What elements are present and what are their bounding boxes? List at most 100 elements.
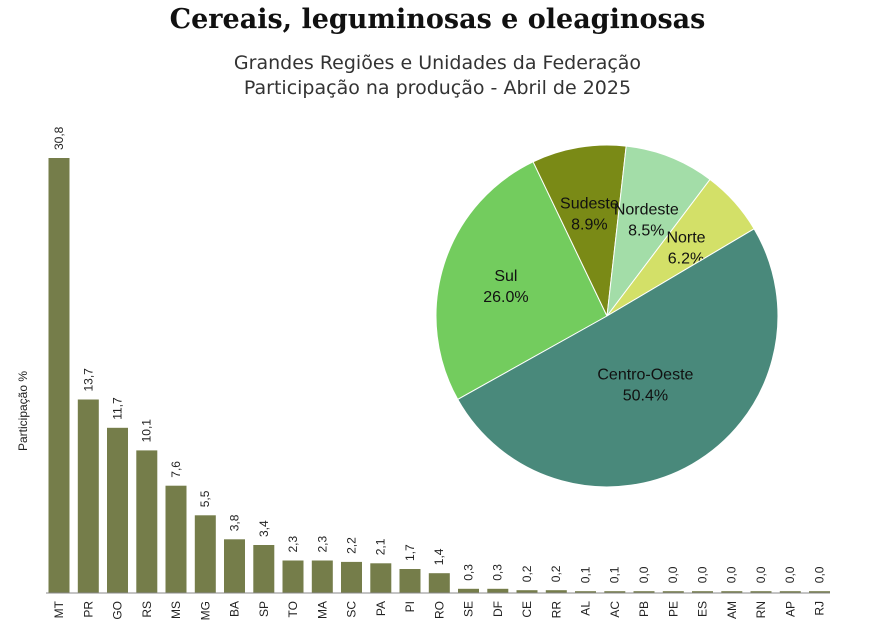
pie-label-percent: 50.4% xyxy=(623,388,668,405)
x-tick-label: PA xyxy=(374,601,388,616)
bar-value-label: 13,7 xyxy=(81,368,95,392)
bar-pb xyxy=(633,591,655,593)
x-tick-label: BA xyxy=(228,601,242,617)
x-tick-label: GO xyxy=(111,601,125,620)
bar-value-label: 0,2 xyxy=(520,565,534,582)
x-tick-label: PB xyxy=(637,601,651,617)
x-tick-label: AC xyxy=(608,601,622,618)
x-tick-label: MS xyxy=(169,601,183,619)
bar-value-label: 5,5 xyxy=(198,490,212,507)
bar-ce xyxy=(516,590,538,593)
chart-subtitle-line1: Grandes Regiões e Unidades da Federação xyxy=(233,52,642,74)
pie-label-percent: 8.5% xyxy=(628,223,664,240)
bar-value-label: 0,1 xyxy=(579,566,593,583)
x-tick-label: RS xyxy=(140,601,154,618)
pie-slice-sul xyxy=(435,161,608,401)
x-tick-label: AP xyxy=(783,601,797,617)
bar-value-label: 0,0 xyxy=(754,566,768,583)
chart-title: Cereais, leguminosas e oleaginosas xyxy=(169,4,706,35)
bar-al xyxy=(575,591,596,593)
bar-value-label: 2,1 xyxy=(374,538,388,555)
bar-pe xyxy=(662,591,684,593)
bar-sc xyxy=(341,561,362,593)
bar-value-label: 0,0 xyxy=(696,566,710,583)
bar-value-label: 10,1 xyxy=(140,419,154,443)
chart-subtitle-line2: Participação na produção - Abril de 2025 xyxy=(243,77,632,99)
bar-value-label: 3,8 xyxy=(228,514,242,531)
bar-value-label: 2,3 xyxy=(315,535,329,552)
pie-label-name: Centro-Oeste xyxy=(597,367,693,384)
x-tick-label: CE xyxy=(520,601,534,618)
bar-value-label: 30,8 xyxy=(52,126,66,150)
pie-chart: Sul 26.0% Sudeste 8.9% Nordeste 8.5% Norte 6.2%… xyxy=(435,144,779,488)
bar-value-label: 0,1 xyxy=(608,566,622,583)
bar-ba xyxy=(224,539,245,593)
bar-sp xyxy=(253,545,275,593)
bar-es xyxy=(692,591,713,593)
bar-value-label: 7,6 xyxy=(169,461,183,478)
bar-pa xyxy=(370,563,392,593)
pie-slice-centro-oeste xyxy=(457,228,779,488)
y-axis-label: Participação % xyxy=(16,371,30,451)
pie-slice-nordeste xyxy=(606,145,711,318)
bar-value-label: 0,3 xyxy=(491,564,505,581)
x-tick-label: AL xyxy=(579,601,593,616)
bar-ms xyxy=(165,485,187,593)
bar-value-label: 0,2 xyxy=(549,565,563,582)
bar-value-label: 1,7 xyxy=(403,544,417,561)
x-tick-label: PE xyxy=(666,601,680,617)
pie-label-name: Nordeste xyxy=(614,202,679,219)
x-tick-label: MT xyxy=(52,600,66,618)
x-tick-label: DF xyxy=(491,601,505,617)
x-tick-label: SE xyxy=(462,601,476,617)
bar-value-label: 2,3 xyxy=(286,535,300,552)
x-tick-label: AM xyxy=(725,601,739,619)
x-tick-label: ES xyxy=(696,601,710,617)
pie-label-name: Sudeste xyxy=(560,196,619,213)
bar-df xyxy=(487,588,509,593)
bar-value-label: 1,4 xyxy=(432,548,446,565)
x-tick-label: PR xyxy=(81,601,95,618)
bar-am xyxy=(721,591,743,593)
bar-pi xyxy=(399,569,421,593)
bar-mt xyxy=(48,158,70,593)
bar-ap xyxy=(779,591,801,593)
bar-rn xyxy=(750,591,772,593)
bar-value-label: 0,0 xyxy=(725,566,739,583)
bar-rr xyxy=(545,590,567,593)
x-tick-label: RN xyxy=(754,601,768,618)
x-tick-label: SP xyxy=(257,601,271,617)
bar-go xyxy=(107,427,128,593)
bar-ac xyxy=(604,591,626,593)
bar-rj xyxy=(809,591,830,593)
x-tick-label: TO xyxy=(286,601,300,617)
bar-value-label: 2,2 xyxy=(345,537,359,554)
x-tick-label: SC xyxy=(345,601,359,618)
x-tick-label: RJ xyxy=(813,601,827,616)
bar-value-label: 0,0 xyxy=(637,566,651,583)
bar-ro xyxy=(428,573,450,593)
pie-label-percent: 26.0% xyxy=(483,289,528,306)
bar-value-label: 0,0 xyxy=(813,566,827,583)
x-tick-label: RO xyxy=(432,601,446,619)
pie-label-name: Sul xyxy=(494,268,517,285)
bar-value-label: 3,4 xyxy=(257,520,271,537)
bar-value-label: 0,0 xyxy=(666,566,680,583)
pie-label-name: Norte xyxy=(666,229,705,246)
bar-pr xyxy=(77,399,99,593)
x-tick-label: MA xyxy=(315,601,329,619)
pie-label-percent: 6.2% xyxy=(668,250,704,267)
pie-label-percent: 8.9% xyxy=(571,217,607,234)
bar-mg xyxy=(194,515,216,593)
x-tick-label: MG xyxy=(198,601,212,620)
bar-chart: Participação % 30,8 MT 13,7 PR 11,7 GO 10,1 RS 7,… xyxy=(16,126,830,620)
bar-to xyxy=(282,560,304,593)
bar-se xyxy=(458,588,479,593)
bar-value-label: 0,3 xyxy=(462,564,476,581)
x-tick-label: PI xyxy=(403,601,417,612)
bar-value-label: 0,0 xyxy=(783,566,797,583)
x-tick-label: RR xyxy=(549,601,563,619)
pie-slice-sudeste xyxy=(532,144,627,318)
bar-ma xyxy=(311,560,333,593)
